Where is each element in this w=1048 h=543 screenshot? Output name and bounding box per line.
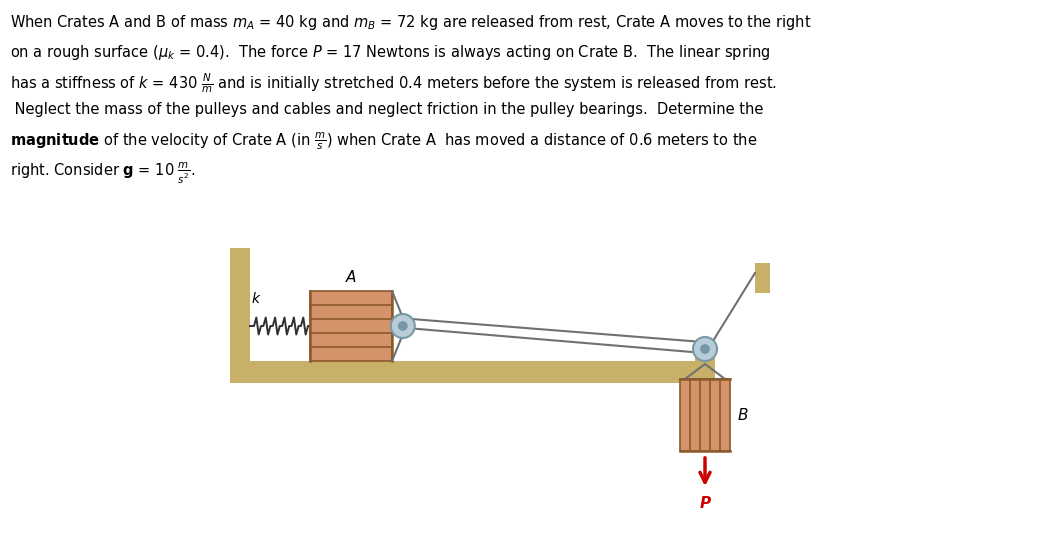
Text: B: B	[738, 407, 748, 422]
Text: A: A	[346, 270, 356, 285]
Text: Neglect the mass of the pulleys and cables and neglect friction in the pulley be: Neglect the mass of the pulleys and cabl…	[10, 102, 763, 117]
Bar	[310, 291, 392, 361]
Bar	[755, 263, 770, 293]
Text: right. Consider $\mathbf{g}$ = 10 $\frac{m}{s^2}$.: right. Consider $\mathbf{g}$ = 10 $\frac…	[10, 161, 196, 186]
Bar	[680, 379, 730, 451]
Text: When Crates A and B of mass $m_A$ = 40 kg and $m_B$ = 72 kg are released from re: When Crates A and B of mass $m_A$ = 40 k…	[10, 13, 811, 32]
Circle shape	[693, 337, 717, 361]
Text: k: k	[252, 292, 260, 306]
Circle shape	[398, 322, 407, 330]
Text: $\mathbf{magnitude}$ of the velocity of Crate A (in $\frac{m}{s}$) when Crate A : $\mathbf{magnitude}$ of the velocity of …	[10, 131, 758, 152]
Bar	[250, 361, 695, 383]
Circle shape	[391, 314, 415, 338]
Bar	[230, 248, 250, 383]
Circle shape	[701, 345, 709, 353]
Text: has a stiffness of $k$ = 430 $\frac{N}{m}$ and is initially stretched 0.4 meters: has a stiffness of $k$ = 430 $\frac{N}{m…	[10, 72, 777, 95]
Text: on a rough surface ($\mu_k$ = 0.4).  The force $P$ = 17 Newtons is always acting: on a rough surface ($\mu_k$ = 0.4). The …	[10, 42, 770, 61]
Text: P: P	[699, 496, 711, 511]
Bar	[695, 346, 715, 383]
